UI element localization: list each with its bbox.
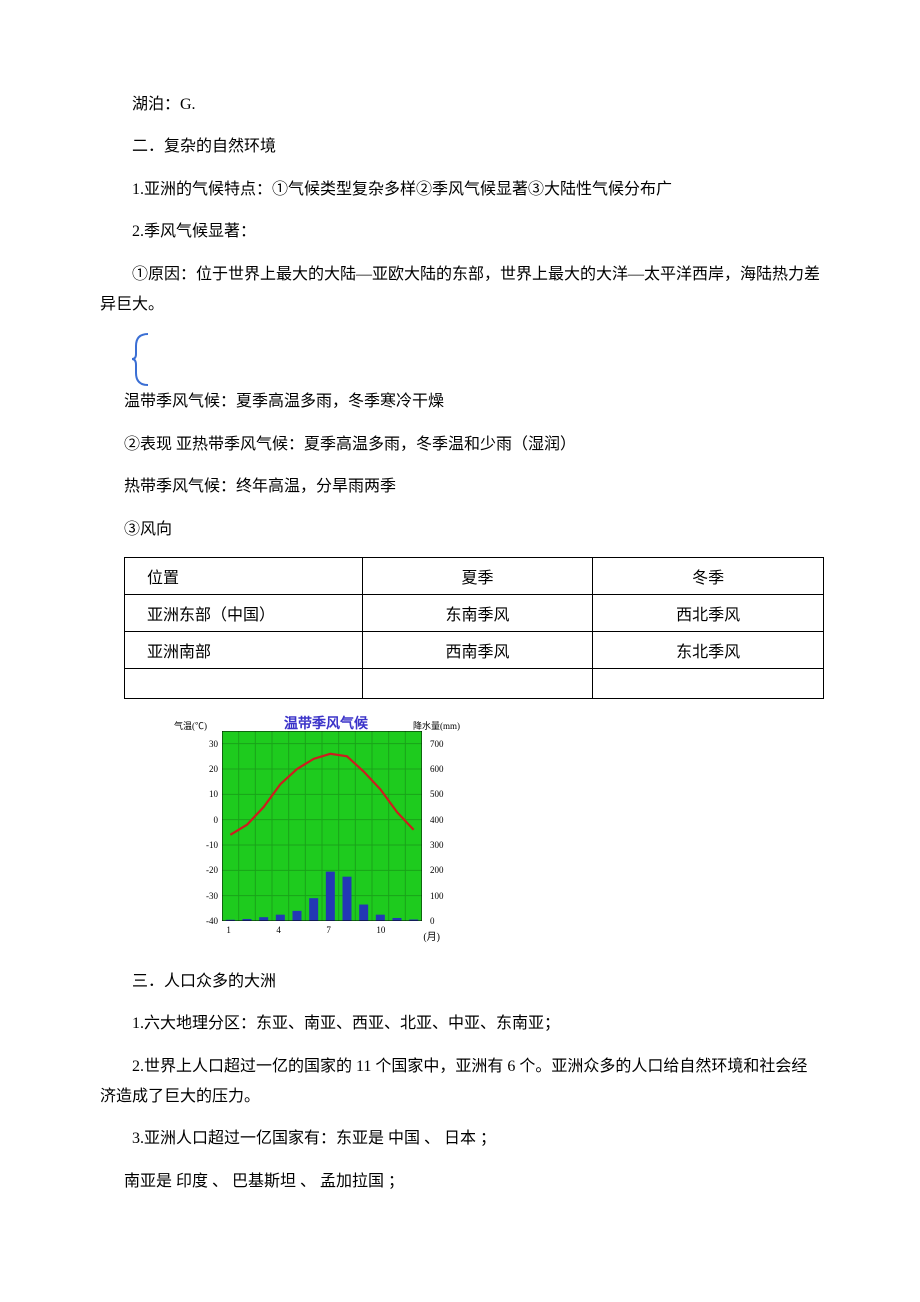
reason-line: ①原因：位于世界上最大的大陆—亚欧大陆的东部，世界上最大的大洋—太平洋西岸，海陆…: [100, 260, 820, 321]
y-right-ticks: 7006005004003002001000: [426, 731, 454, 921]
y-left-ticks: 3020100-10-20-30-40: [194, 731, 220, 921]
td: 东南季风: [362, 594, 593, 631]
td: 东北季风: [593, 631, 824, 668]
td: 西南季风: [362, 631, 593, 668]
sec3-title: 三．人口众多的大洲: [100, 967, 820, 997]
perf-trop: 热带季风气候：终年高温，分旱雨两季: [100, 472, 820, 502]
perf-sub: ②表现 亚热带季风气候：夏季高温多雨，冬季温和少雨（湿润）: [100, 430, 820, 460]
lake-line: 湖泊：G.: [100, 90, 820, 120]
th-winter: 冬季: [593, 557, 824, 594]
bracket-icon: [100, 332, 820, 387]
chart-plot-area: [222, 731, 422, 921]
th-summer: 夏季: [362, 557, 593, 594]
sec3-item1: 1.六大地理分区：东亚、南亚、西亚、北亚、中亚、东南亚；: [100, 1009, 820, 1039]
table-empty-row: [125, 668, 824, 698]
x-axis-label: (月): [423, 928, 440, 943]
th-pos: 位置: [125, 557, 363, 594]
td: 亚洲南部: [125, 631, 363, 668]
x-ticks: 14710: [222, 925, 422, 937]
td: 亚洲东部（中国）: [125, 594, 363, 631]
table-row: 亚洲南部 西南季风 东北季风: [125, 631, 824, 668]
wind-line: ③风向: [100, 515, 820, 545]
climate-chart: 气温(℃) 温带季风气候 降水量(mm) 3020100-10-20-30-40…: [194, 713, 454, 943]
wind-table: 位置 夏季 冬季 亚洲东部（中国） 东南季风 西北季风 亚洲南部 西南季风 东北…: [124, 557, 824, 699]
sec2-item1: 1.亚洲的气候特点：①气候类型复杂多样②季风气候显著③大陆性气候分布广: [100, 175, 820, 205]
perf-temp: 温带季风气候：夏季高温多雨，冬季寒冷干燥: [100, 387, 820, 417]
table-row: 亚洲东部（中国） 东南季风 西北季风: [125, 594, 824, 631]
chart-title: 温带季风气候: [284, 713, 368, 733]
td: 西北季风: [593, 594, 824, 631]
sec2-title: 二．复杂的自然环境: [100, 132, 820, 162]
sec3-item3b: 南亚是 印度 、 巴基斯坦 、 孟加拉国 ；: [100, 1167, 820, 1197]
sec3-item2: 2.世界上人口超过一亿的国家的 11 个国家中，亚洲有 6 个。亚洲众多的人口给…: [100, 1052, 820, 1113]
table-header-row: 位置 夏季 冬季: [125, 557, 824, 594]
sec3-item3: 3.亚洲人口超过一亿国家有：东亚是 中国 、 日本 ；: [100, 1124, 820, 1154]
sec2-item2: 2.季风气候显著：: [100, 217, 820, 247]
